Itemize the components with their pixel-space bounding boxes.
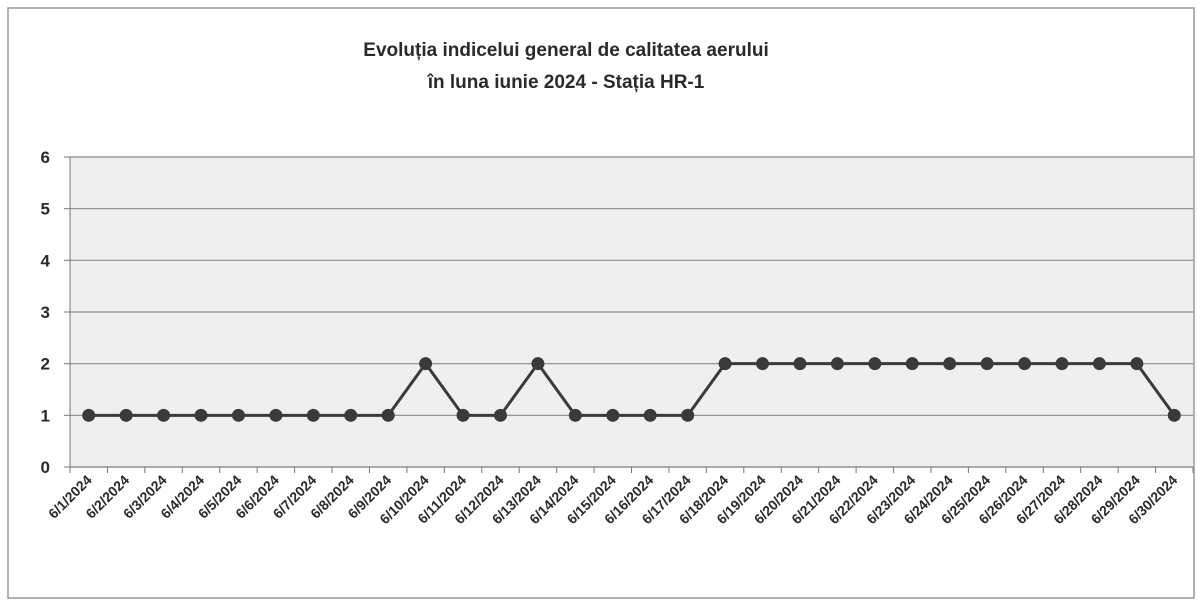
- data-point: [868, 357, 882, 371]
- y-tick-label: 2: [41, 355, 50, 374]
- data-point: [1018, 357, 1032, 371]
- data-point: [718, 357, 732, 371]
- data-point: [606, 408, 620, 422]
- y-tick-label: 0: [41, 458, 50, 477]
- data-point: [194, 408, 208, 422]
- data-point: [493, 408, 507, 422]
- y-tick-label: 1: [41, 406, 50, 425]
- data-point: [419, 357, 433, 371]
- data-point: [119, 408, 133, 422]
- data-point: [1130, 357, 1144, 371]
- y-tick-label: 6: [41, 148, 50, 167]
- chart-title: în luna iunie 2024 - Stația HR-1: [427, 72, 705, 93]
- y-tick-label: 4: [41, 251, 51, 270]
- data-point: [344, 408, 358, 422]
- data-point: [568, 408, 582, 422]
- data-point: [456, 408, 470, 422]
- data-point: [756, 357, 770, 371]
- y-tick-label: 5: [41, 200, 50, 219]
- data-point: [1092, 357, 1106, 371]
- data-point: [306, 408, 320, 422]
- data-point: [643, 408, 657, 422]
- data-point: [943, 357, 957, 371]
- data-point: [82, 408, 96, 422]
- data-point: [830, 357, 844, 371]
- data-point: [793, 357, 807, 371]
- data-point: [1167, 408, 1181, 422]
- data-point: [980, 357, 994, 371]
- data-point: [381, 408, 395, 422]
- chart-title: Evoluția indicelui general de calitatea …: [363, 40, 768, 61]
- y-tick-label: 3: [41, 303, 50, 322]
- data-point: [231, 408, 245, 422]
- data-point: [681, 408, 695, 422]
- data-point: [531, 357, 545, 371]
- data-point: [269, 408, 283, 422]
- data-point: [905, 357, 919, 371]
- data-point: [157, 408, 171, 422]
- data-point: [1055, 357, 1069, 371]
